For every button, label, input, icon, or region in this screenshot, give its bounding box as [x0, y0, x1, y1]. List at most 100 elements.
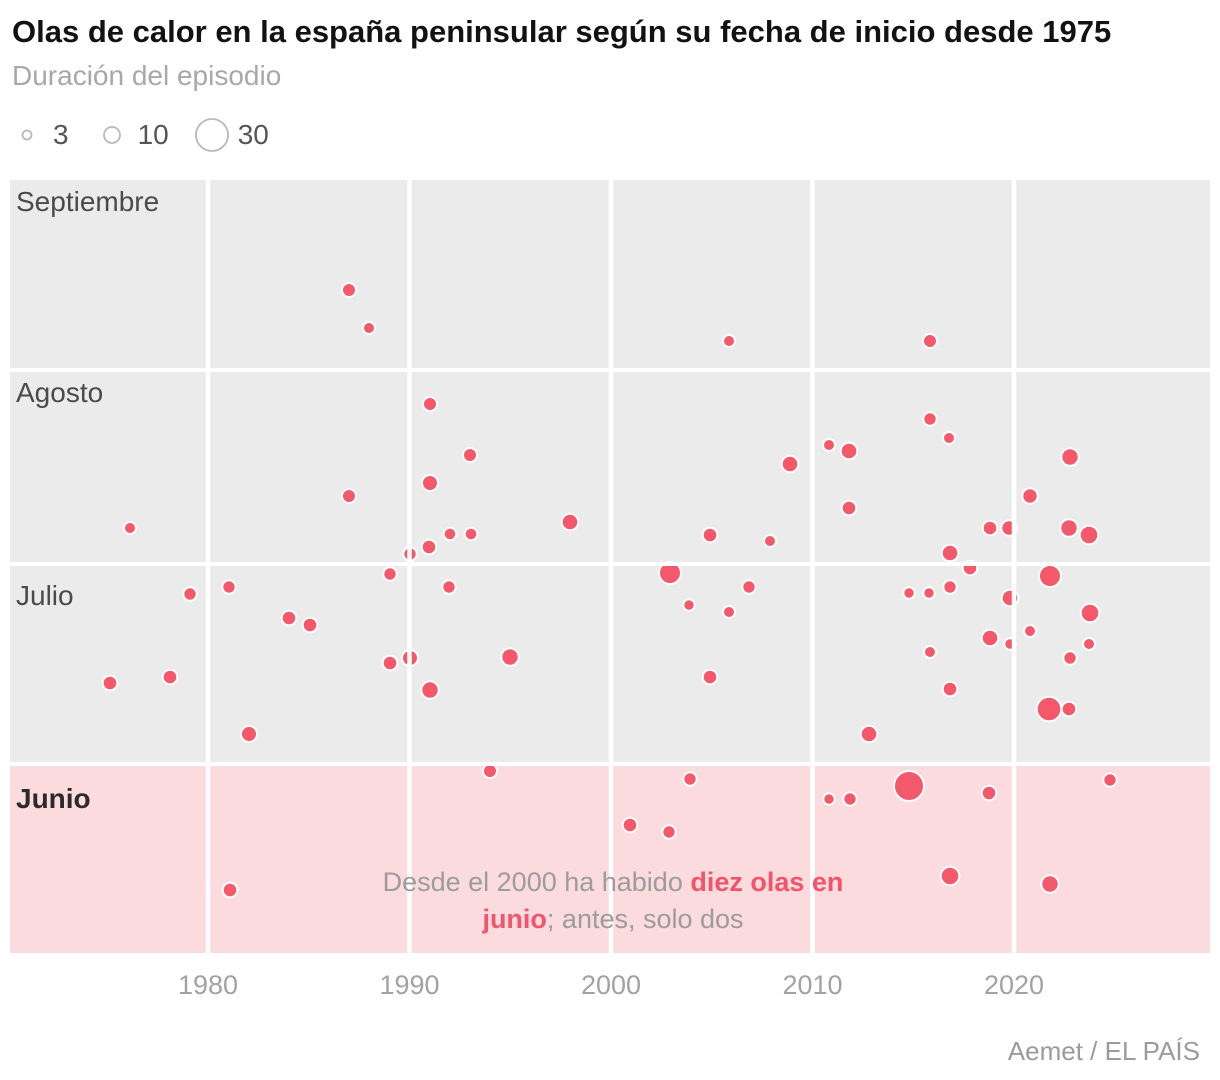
data-point [922, 333, 938, 349]
data-point [722, 334, 736, 348]
data-point [482, 763, 498, 779]
data-point [1059, 518, 1079, 538]
data-point [1060, 700, 1078, 718]
decade-gridline [205, 180, 211, 953]
data-point [381, 654, 399, 672]
x-tick-label: 1990 [379, 970, 439, 1000]
x-tick-label: 2010 [782, 970, 842, 1000]
data-point [1035, 695, 1063, 723]
data-point [420, 538, 438, 556]
legend-circle-10-icon [102, 126, 121, 144]
legend-item-10: 10 [95, 118, 169, 152]
data-point [341, 282, 357, 298]
month-label-septiembre: Septiembre [16, 186, 159, 217]
data-point [560, 512, 580, 532]
data-point [741, 579, 757, 595]
month-label-agosto: Agosto [16, 377, 103, 408]
data-point [362, 321, 376, 335]
annotation-gray-1: Desde el 2000 ha habido [382, 867, 691, 897]
data-point [980, 628, 1000, 648]
data-point [621, 816, 639, 834]
data-point [441, 579, 457, 595]
data-point [981, 519, 999, 537]
data-point [420, 680, 440, 700]
data-point [1079, 602, 1101, 624]
source-credit: Aemet / EL PAÍS [1007, 1036, 1200, 1066]
data-point [1062, 650, 1078, 666]
decade-gridline [407, 180, 412, 953]
data-point [101, 674, 119, 692]
data-point [701, 668, 719, 686]
data-point [842, 791, 858, 807]
x-tick-label: 2020 [984, 970, 1044, 1000]
data-point [341, 488, 357, 504]
data-point [940, 543, 960, 563]
data-point [682, 771, 698, 787]
annotation-red-1: diez olas en [690, 867, 844, 897]
data-point [661, 824, 677, 840]
data-point [1038, 564, 1062, 588]
x-tick-label: 2000 [581, 970, 641, 1000]
data-point [301, 616, 319, 634]
data-point [722, 605, 736, 619]
data-point [923, 645, 937, 659]
chart-subtitle: Duración del episodio [12, 60, 282, 91]
decade-gridline [810, 180, 815, 953]
data-point [922, 586, 936, 600]
page-title: Olas de calor en la españa peninsular se… [12, 14, 1112, 49]
data-point [701, 526, 719, 544]
x-tick-label: 1980 [178, 970, 238, 1000]
data-point [941, 680, 959, 698]
data-point [240, 725, 258, 743]
data-point [1021, 487, 1039, 505]
data-point [182, 586, 198, 602]
data-point [422, 396, 438, 412]
legend-item-30: 30 [194, 118, 269, 152]
data-point [421, 474, 439, 492]
data-point [280, 609, 298, 627]
data-point [859, 724, 879, 744]
month-label-junio: Junio [16, 783, 91, 814]
data-point [682, 598, 696, 612]
data-point [1040, 874, 1060, 894]
data-point [902, 586, 916, 600]
legend-label: 30 [237, 119, 269, 150]
legend-item-3: 3 [10, 118, 69, 152]
data-point [893, 770, 925, 802]
data-point [382, 566, 398, 582]
data-point [939, 865, 961, 887]
legend-label: 10 [137, 119, 169, 150]
data-point [763, 534, 777, 548]
data-point [922, 411, 938, 427]
annotation-red-2: junio [482, 904, 547, 934]
legend-circle-30-icon [194, 118, 229, 152]
data-point [980, 784, 998, 802]
data-point [942, 579, 958, 595]
legend-circle-3-icon [21, 129, 33, 141]
data-point [942, 431, 956, 445]
data-point [221, 881, 239, 899]
data-point [500, 647, 520, 667]
size-legend: 3 10 30 [10, 112, 269, 158]
junio-annotation: Desde el 2000 ha habido diez olas en jun… [340, 864, 886, 938]
month-label-julio: Julio [16, 580, 74, 611]
data-point [463, 526, 479, 542]
data-point [1060, 447, 1080, 467]
data-point [839, 441, 859, 461]
data-point [442, 526, 458, 542]
data-point [123, 521, 137, 535]
data-point [822, 792, 836, 806]
data-point [840, 499, 858, 517]
data-point [1078, 524, 1100, 546]
data-point [822, 438, 836, 452]
legend-label: 3 [53, 119, 69, 150]
annotation-gray-2: ; antes, solo dos [546, 904, 744, 934]
decade-gridline [1011, 180, 1017, 953]
data-point [1082, 637, 1096, 651]
data-point [780, 454, 800, 474]
data-point [221, 579, 237, 595]
data-point [1102, 772, 1118, 788]
data-point [1023, 624, 1037, 638]
data-point [462, 447, 478, 463]
